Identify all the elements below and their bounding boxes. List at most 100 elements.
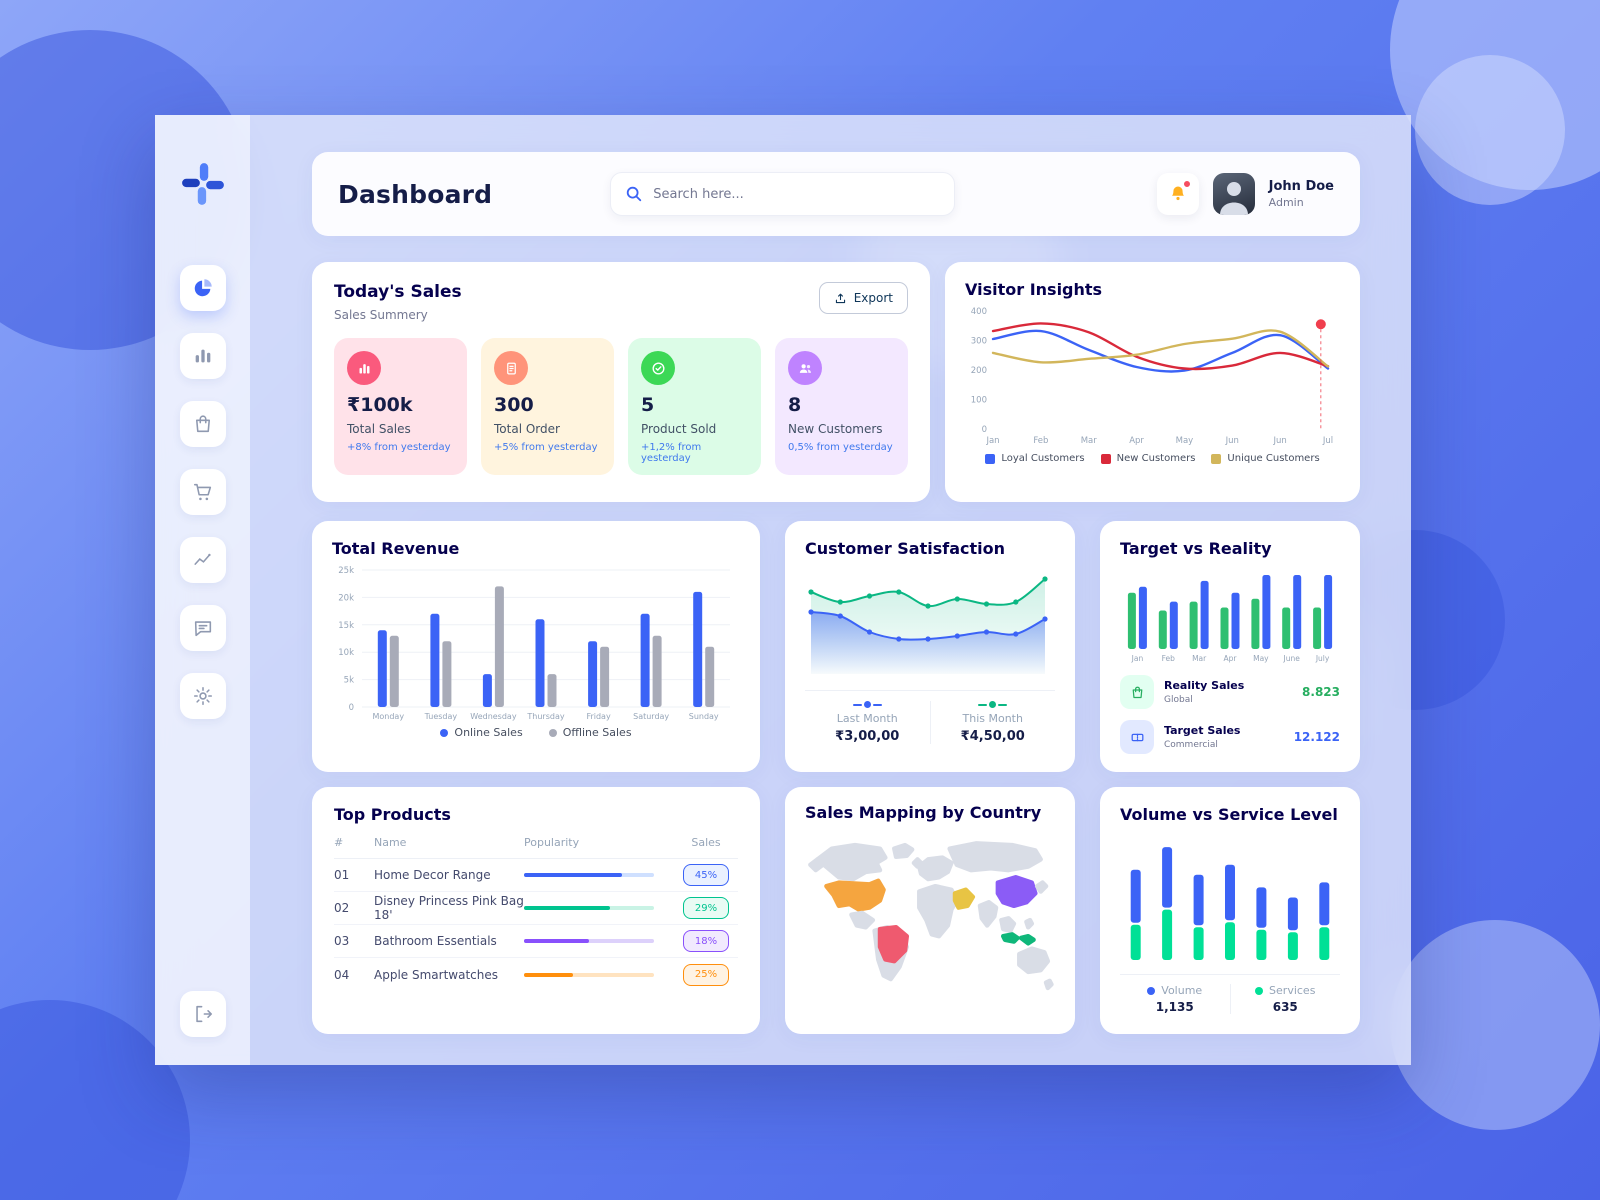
stat-total-sales: ₹100k Total Sales +8% from yesterday bbox=[334, 338, 467, 475]
pie-chart-icon bbox=[192, 277, 214, 299]
volume-service-title: Volume vs Service Level bbox=[1120, 805, 1338, 824]
logout-button[interactable] bbox=[179, 991, 226, 1037]
svg-text:Apr: Apr bbox=[1129, 436, 1144, 446]
total-revenue-card: Total Revenue 25k 20k 15k 10k 5k 0 Monday Tuesd… bbox=[312, 521, 760, 772]
todays-sales-title: Today's Sales bbox=[334, 282, 462, 302]
svg-text:Jun: Jun bbox=[1273, 436, 1287, 446]
world-map bbox=[808, 841, 1054, 991]
stat-value: ₹100k bbox=[347, 394, 413, 416]
top-products-title: Top Products bbox=[334, 805, 451, 824]
sidebar-item-dashboard[interactable] bbox=[179, 265, 226, 311]
legend-dot bbox=[440, 728, 449, 737]
map-philippines bbox=[1024, 917, 1035, 930]
svg-text:Apr: Apr bbox=[1224, 654, 1238, 663]
target-vs-reality-title: Target vs Reality bbox=[1120, 539, 1272, 558]
legend-value: ₹4,50,00 bbox=[960, 729, 1025, 744]
svg-text:20k: 20k bbox=[338, 593, 354, 603]
header-bar: Dashboard bbox=[312, 152, 1360, 236]
stat-label: Total Sales bbox=[347, 422, 411, 436]
stat-label: Reality Sales bbox=[1164, 679, 1245, 692]
map-africa bbox=[917, 883, 960, 939]
search-input[interactable] bbox=[653, 186, 941, 202]
legend-this-month: This Month ₹4,50,00 bbox=[929, 701, 1056, 744]
sidebar-item-cart[interactable] bbox=[179, 469, 226, 515]
stat-delta: 0,5% from yesterday bbox=[788, 442, 893, 453]
sales-badge: 45% bbox=[683, 864, 729, 886]
legend-value: 635 bbox=[1272, 1000, 1298, 1014]
customers-stat-icon bbox=[788, 351, 822, 385]
map-brazil bbox=[877, 925, 910, 964]
product-stat-icon bbox=[641, 351, 675, 385]
map-india bbox=[977, 900, 999, 928]
total-revenue-title: Total Revenue bbox=[332, 539, 460, 558]
map-southeast-asia bbox=[999, 916, 1017, 934]
shopping-bag-icon bbox=[192, 413, 214, 435]
stat-value: 12.122 bbox=[1293, 730, 1340, 744]
stat-value: 5 bbox=[641, 394, 655, 416]
export-button[interactable]: Export bbox=[818, 282, 908, 314]
stat-label: Target Sales bbox=[1164, 724, 1241, 737]
stat-label: Total Order bbox=[494, 422, 560, 436]
legend-label: Online Sales bbox=[454, 726, 523, 739]
legend-label: Unique Customers bbox=[1227, 453, 1320, 464]
decor-circle bbox=[1415, 55, 1565, 205]
svg-text:Feb: Feb bbox=[1162, 654, 1176, 663]
row-3: Top Products # Name Popularity Sales 01 … bbox=[312, 787, 1360, 1034]
legend-swatch bbox=[1211, 453, 1222, 464]
settings-icon bbox=[192, 685, 214, 707]
notification-bell-button[interactable] bbox=[1156, 173, 1199, 215]
product-num: 04 bbox=[334, 967, 350, 982]
app-logo-icon bbox=[180, 161, 226, 207]
svg-text:200: 200 bbox=[971, 366, 987, 376]
legend-services: Services 635 bbox=[1229, 984, 1341, 1014]
search-box[interactable] bbox=[610, 172, 956, 216]
table-row: 01 Home Decor Range 45% bbox=[334, 859, 738, 892]
stat-new-customers: 8 New Customers 0,5% from yesterday bbox=[775, 338, 908, 475]
svg-text:Saturday: Saturday bbox=[633, 712, 669, 721]
legend-value: ₹3,00,00 bbox=[835, 729, 900, 744]
sidebar-item-messages[interactable] bbox=[179, 605, 226, 651]
popularity-bar bbox=[524, 873, 654, 877]
product-num: 01 bbox=[334, 868, 350, 882]
map-china bbox=[995, 875, 1038, 909]
target-sales-icon bbox=[1120, 720, 1154, 754]
svg-text:300: 300 bbox=[971, 337, 987, 347]
product-name: Bathroom Essentials bbox=[374, 934, 497, 948]
svg-text:5k: 5k bbox=[344, 676, 354, 686]
sidebar bbox=[155, 115, 250, 1065]
svg-text:Jan: Jan bbox=[985, 436, 999, 446]
sidebar-item-statistics[interactable] bbox=[179, 333, 226, 379]
product-num: 03 bbox=[334, 934, 350, 948]
legend-dot bbox=[863, 701, 871, 708]
popularity-bar bbox=[524, 906, 654, 910]
stat-sublabel: Commercial bbox=[1164, 740, 1218, 750]
visitor-insights-chart: 0 100 200 300 400 Jan Feb Mar Apr May Jun Jun Jul bbox=[971, 307, 1333, 446]
stat-value: 8 bbox=[788, 394, 802, 416]
todays-sales-card: Today's Sales Sales Summery Export bbox=[312, 262, 930, 502]
sidebar-item-orders[interactable] bbox=[179, 401, 226, 447]
popularity-bar bbox=[524, 972, 654, 977]
sidebar-nav bbox=[179, 265, 226, 719]
stat-delta: +8% from yesterday bbox=[347, 442, 451, 453]
svg-text:Thursday: Thursday bbox=[526, 712, 564, 721]
svg-text:25k: 25k bbox=[338, 566, 354, 576]
visitor-insights-legend: Loyal Customers New Customers Unique Cus… bbox=[965, 453, 1340, 464]
user-avatar[interactable] bbox=[1212, 173, 1255, 215]
sidebar-item-analytics[interactable] bbox=[179, 537, 226, 583]
map-canada bbox=[815, 842, 888, 882]
sales-badge: 18% bbox=[683, 930, 729, 952]
volume-service-chart bbox=[1130, 847, 1330, 960]
volume-service-card: Volume vs Service Level Volume 1,135 Ser… bbox=[1100, 787, 1360, 1034]
sidebar-item-settings[interactable] bbox=[179, 673, 226, 719]
map-australia bbox=[1017, 946, 1051, 975]
customer-satisfaction-card: Customer Satisfaction Last Month ₹3,00,0… bbox=[785, 521, 1075, 772]
product-num: 02 bbox=[334, 901, 350, 915]
user-role: Admin bbox=[1268, 196, 1304, 209]
customer-satisfaction-legend: Last Month ₹3,00,00 This Month ₹4,50,00 bbox=[805, 690, 1055, 744]
col-name: Name bbox=[374, 836, 407, 849]
map-indonesia bbox=[1000, 932, 1020, 944]
table-row: 02 Disney Princess Pink Bag 18' 29% bbox=[334, 892, 738, 925]
legend-swatch bbox=[985, 453, 996, 464]
svg-text:June: June bbox=[1283, 654, 1301, 663]
svg-text:Jul: Jul bbox=[1322, 436, 1333, 446]
